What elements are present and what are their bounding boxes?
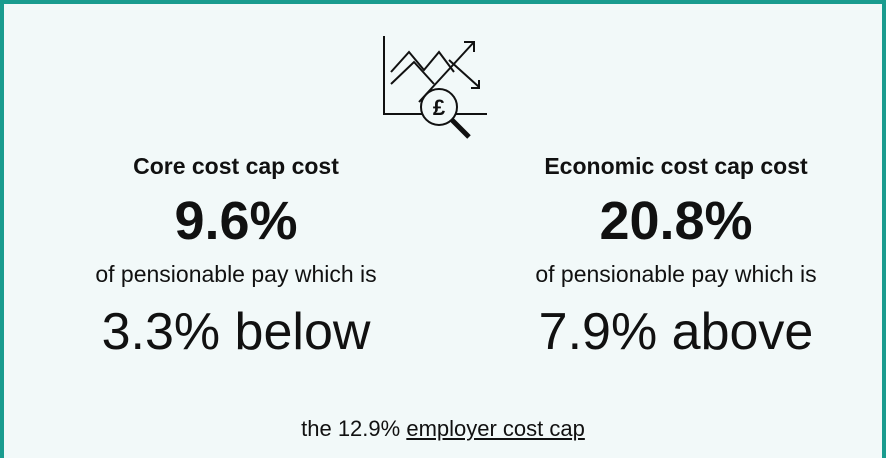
column: Economic cost cap cost 20.8% of pensiona… bbox=[476, 144, 876, 370]
comparison: 7.9% above bbox=[538, 303, 814, 361]
figure: 20.8% bbox=[599, 191, 753, 251]
subtext: of pensionable pay which is bbox=[535, 261, 817, 287]
icon: £ bbox=[383, 36, 487, 139]
subtext: of pensionable pay which is bbox=[95, 261, 377, 287]
footer-text: the 12.9% bbox=[301, 416, 401, 441]
heading: Core cost cap cost bbox=[133, 153, 339, 179]
heading: Economic cost cap cost bbox=[544, 153, 808, 179]
svg-text:£: £ bbox=[433, 95, 446, 120]
figure: 9.6% bbox=[174, 191, 298, 251]
comparison: 3.3% below bbox=[101, 303, 371, 361]
link[interactable]: employer cost cap bbox=[406, 416, 585, 441]
column: Core cost cap cost 9.6% of pensionable p… bbox=[36, 144, 436, 370]
footer: the 12.9% employer cost cap bbox=[4, 416, 882, 442]
